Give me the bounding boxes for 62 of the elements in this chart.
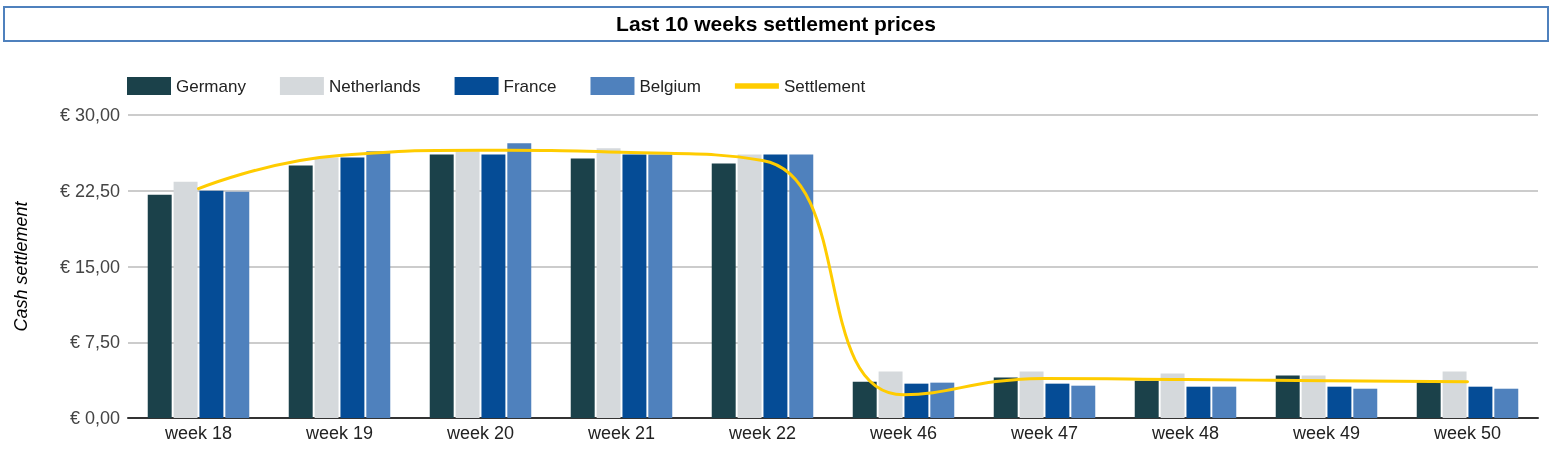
bar [1442,371,1467,418]
x-tick-label: week 19 [304,423,374,443]
x-tick-label: week 20 [445,423,515,443]
y-tick-label: € 7,50 [69,332,120,353]
bar [904,383,929,418]
bar [1494,388,1519,418]
bar [1353,388,1378,418]
chart-title: Last 10 weeks settlement prices [3,6,1549,42]
bar [1327,386,1352,418]
bar [1019,371,1044,418]
bar [570,158,595,418]
bar [789,154,814,418]
bar [993,377,1018,418]
legend-label: Germany [176,76,247,96]
bar [711,163,736,418]
bar [1160,373,1185,418]
bar [1134,380,1159,418]
bar [1275,375,1300,418]
bar [1212,386,1237,418]
x-tick-label: week 46 [868,423,938,443]
bar [763,154,788,418]
line-series [197,148,1469,397]
y-tick-label: € 30,00 [59,105,120,125]
bar [1071,385,1096,418]
bar [455,151,480,418]
x-tick-label: week 49 [1291,423,1361,443]
y-axis-title: Cash settlement [11,200,31,332]
x-tick-label: week 50 [1432,423,1502,443]
bar [1045,383,1070,418]
bar [314,157,339,418]
x-tick-label: week 22 [727,423,797,443]
bar [878,371,903,418]
x-tick-label: week 21 [586,423,656,443]
y-tick-label: € 0,00 [69,408,120,428]
x-tick-label: week 48 [1150,423,1220,443]
legend-label: Settlement [783,76,866,96]
x-tick-label: week 18 [163,423,233,443]
y-tick-label: € 15,00 [59,256,120,277]
bar [507,143,532,418]
bar [852,381,877,418]
legend-label: Netherlands [328,76,421,96]
bar [1468,386,1493,418]
bar [1186,386,1211,418]
bar [622,154,647,418]
bar [481,154,506,418]
bar [737,154,762,418]
bar [1416,381,1441,418]
bar [288,165,313,418]
bar [173,181,198,418]
bar [366,151,391,418]
bar [340,157,365,418]
bar [225,191,250,418]
bar [147,194,172,418]
bar [429,154,454,418]
legend-label: France [503,76,557,96]
y-tick-label: € 22,50 [59,180,120,201]
bar [648,154,673,418]
legend-label: Belgium [639,76,701,96]
bar [1301,375,1326,418]
bar [596,148,621,418]
bar [199,190,224,418]
x-tick-label: week 47 [1009,423,1079,443]
